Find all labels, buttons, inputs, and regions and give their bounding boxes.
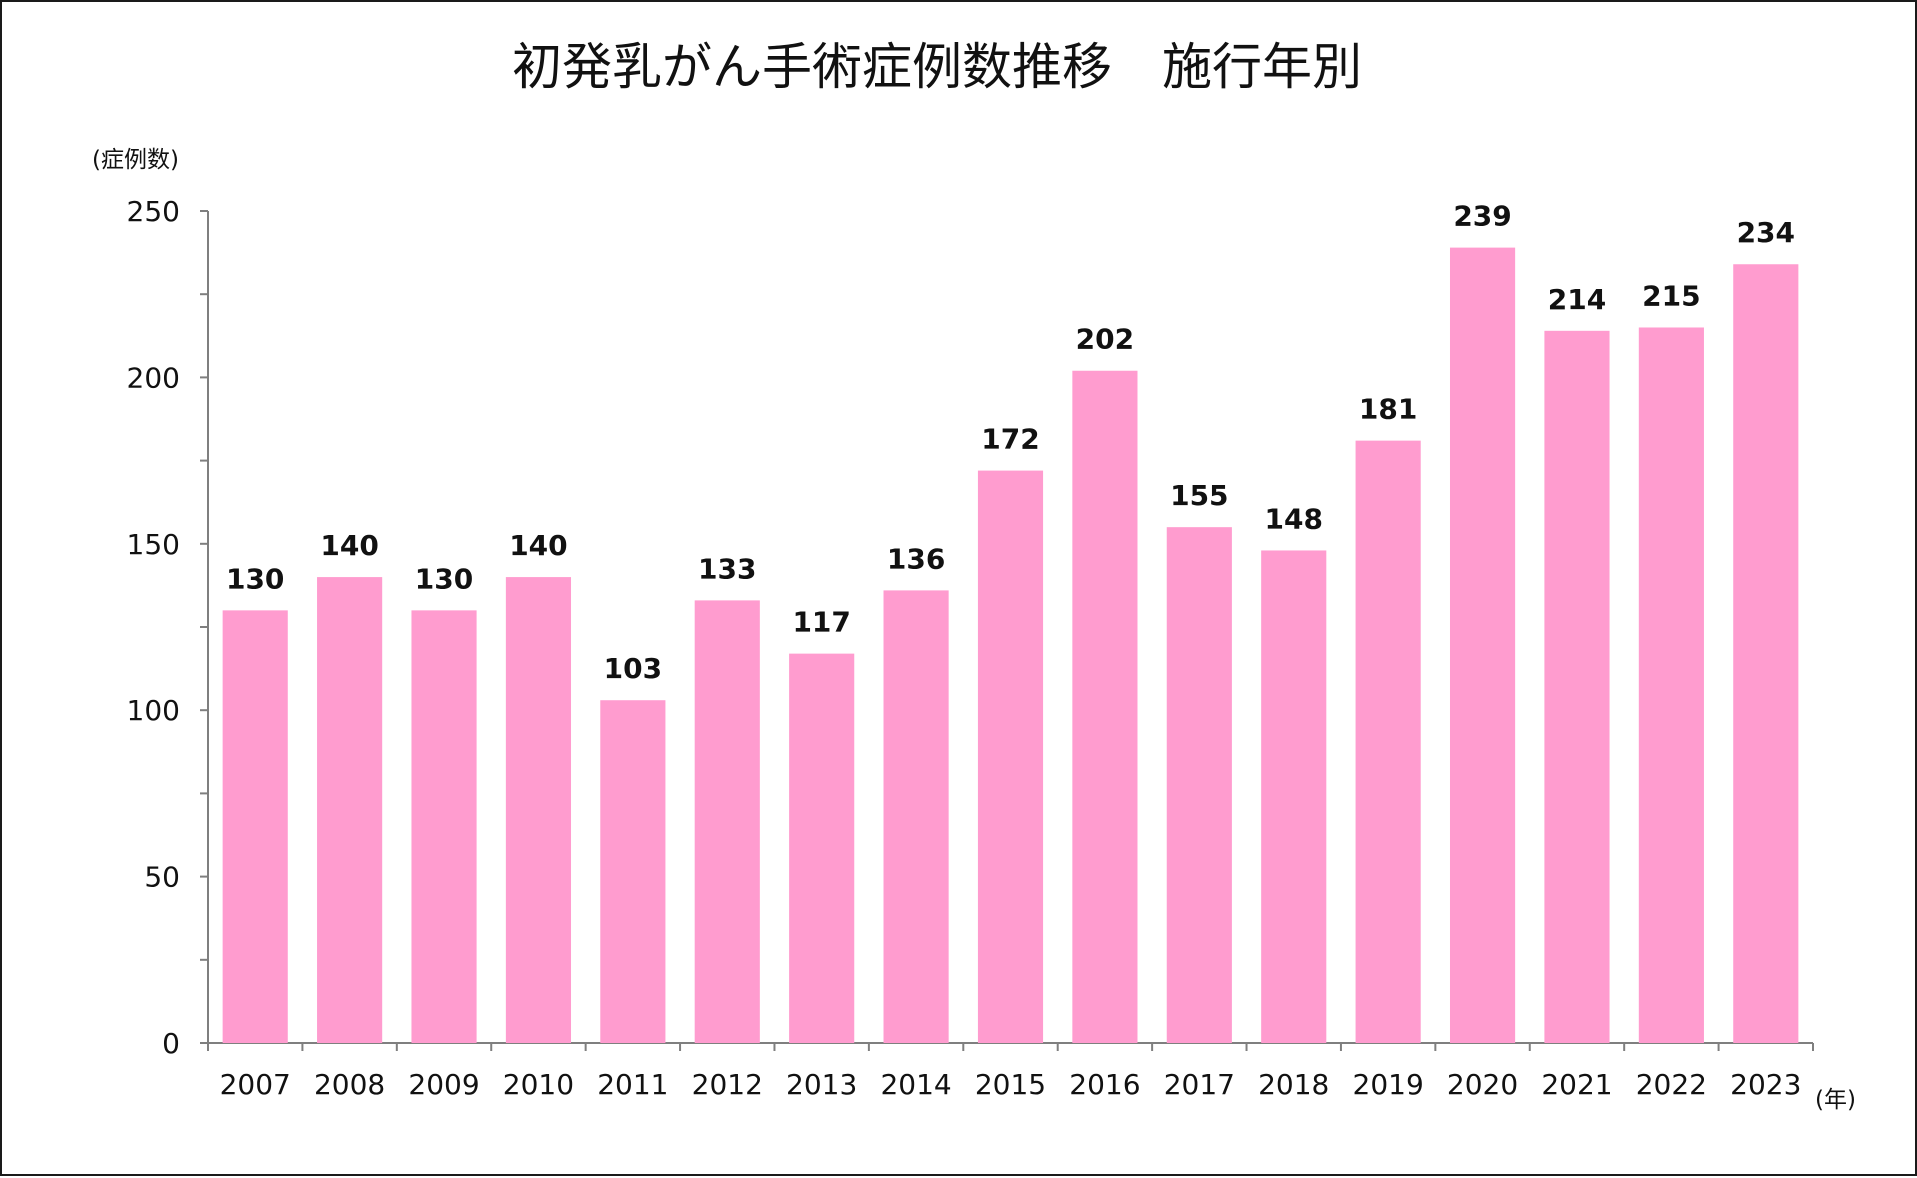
data-label: 130 xyxy=(415,562,473,595)
x-axis-label: (年) xyxy=(1815,1087,1856,1113)
data-label: 117 xyxy=(792,606,850,639)
x-tick-label: 2010 xyxy=(503,1068,574,1101)
x-tick-label: 2020 xyxy=(1447,1068,1518,1101)
data-label: 239 xyxy=(1453,200,1511,233)
bar xyxy=(505,577,572,1043)
bar xyxy=(694,600,760,1043)
bar-series xyxy=(222,247,1799,1044)
data-label: 181 xyxy=(1359,393,1417,426)
x-tick-label: 2009 xyxy=(408,1068,479,1101)
bar xyxy=(789,653,855,1043)
data-label: 136 xyxy=(887,542,945,575)
data-label: 103 xyxy=(604,652,662,685)
data-label: 140 xyxy=(320,529,378,562)
bar xyxy=(1638,327,1704,1044)
data-labels: 130 140 130 140 103 133 117 136 172 202 155 148 181 2… xyxy=(226,200,1795,686)
data-label: 140 xyxy=(509,529,567,562)
bar xyxy=(1261,550,1327,1043)
bar xyxy=(1355,440,1421,1044)
x-tick-label: 2019 xyxy=(1353,1068,1424,1101)
data-label: 130 xyxy=(226,562,284,595)
y-tick-label: 0 xyxy=(162,1027,180,1060)
bar xyxy=(977,470,1044,1044)
bar xyxy=(1166,527,1232,1043)
y-tick-label: 250 xyxy=(127,195,180,228)
x-tick-label: 2023 xyxy=(1730,1068,1801,1101)
x-tick-label: 2017 xyxy=(1164,1068,1235,1101)
data-label: 155 xyxy=(1170,479,1228,512)
bar xyxy=(600,700,666,1043)
bar xyxy=(411,610,477,1043)
x-tick-label: 2014 xyxy=(880,1068,951,1101)
x-tick-label: 2007 xyxy=(220,1068,291,1101)
bar xyxy=(883,590,949,1043)
x-tick-label: 2013 xyxy=(786,1068,857,1101)
y-tick-label: 100 xyxy=(127,694,180,727)
data-label: 172 xyxy=(981,423,1039,456)
x-axis: 2007 2008 2009 2010 2011 2012 2013 2014 2015 2016… xyxy=(207,1042,1814,1101)
bar xyxy=(1544,330,1610,1044)
y-axis: 0 50 100 150 200 250 xyxy=(127,195,209,1060)
y-tick-label: 50 xyxy=(144,861,180,894)
bar xyxy=(1733,264,1799,1043)
y-tick-label: 150 xyxy=(127,528,180,561)
bar xyxy=(222,610,288,1043)
y-axis-label: (症例数) xyxy=(92,147,179,173)
chart-title: 初発乳がん手術症例数推移 施行年別 xyxy=(512,38,1362,96)
x-tick-label: 2018 xyxy=(1258,1068,1329,1101)
data-label: 215 xyxy=(1642,279,1700,312)
bar xyxy=(1072,370,1138,1043)
x-tick-label: 2021 xyxy=(1541,1068,1612,1101)
data-label: 214 xyxy=(1548,283,1606,316)
x-tick-label: 2008 xyxy=(314,1068,385,1101)
data-label: 148 xyxy=(1265,502,1323,535)
x-tick-label: 2016 xyxy=(1069,1068,1140,1101)
data-label: 202 xyxy=(1076,323,1134,356)
x-tick-label: 2012 xyxy=(692,1068,763,1101)
x-tick-label: 2015 xyxy=(975,1068,1046,1101)
data-label: 234 xyxy=(1737,216,1795,249)
x-tick-label: 2022 xyxy=(1636,1068,1707,1101)
bar xyxy=(1449,247,1516,1043)
bar xyxy=(317,577,383,1043)
x-tick-label: 2011 xyxy=(597,1068,668,1101)
y-tick-label: 200 xyxy=(127,361,180,394)
data-label: 133 xyxy=(698,552,756,585)
